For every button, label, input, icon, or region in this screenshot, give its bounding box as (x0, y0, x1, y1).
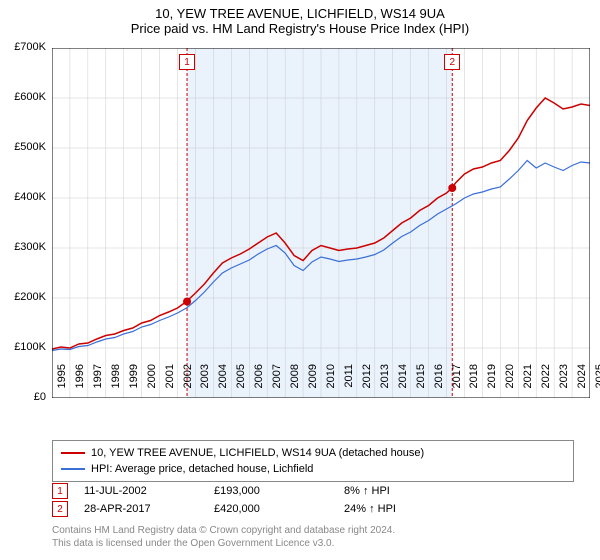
footer-line-2: This data is licensed under the Open Gov… (52, 537, 395, 550)
data-delta: 8% ↑ HPI (344, 485, 464, 497)
x-tick-label: 1996 (74, 364, 86, 404)
x-tick-label: 2024 (576, 364, 588, 404)
x-tick-label: 2000 (146, 364, 158, 404)
x-tick-label: 2001 (164, 364, 176, 404)
title-area: 10, YEW TREE AVENUE, LICHFIELD, WS14 9UA… (0, 0, 600, 36)
data-row: 1 11-JUL-2002£193,0008% ↑ HPI (52, 482, 574, 500)
y-tick-label: £600K (0, 91, 46, 103)
data-marker-2: 2 (52, 501, 68, 517)
x-tick-label: 2015 (415, 364, 427, 404)
data-date: 28-APR-2017 (84, 503, 214, 515)
y-tick-label: £500K (0, 141, 46, 153)
legend-row: HPI: Average price, detached house, Lich… (61, 461, 565, 477)
x-tick-label: 2020 (504, 364, 516, 404)
x-tick-label: 1995 (56, 364, 68, 404)
x-tick-label: 2006 (253, 364, 265, 404)
title-line-1: 10, YEW TREE AVENUE, LICHFIELD, WS14 9UA (0, 6, 600, 21)
x-tick-label: 1997 (92, 364, 104, 404)
x-tick-label: 2019 (486, 364, 498, 404)
data-price: £420,000 (214, 503, 344, 515)
x-tick-label: 2022 (540, 364, 552, 404)
y-tick-label: £700K (0, 41, 46, 53)
legend-swatch (61, 452, 85, 454)
legend: 10, YEW TREE AVENUE, LICHFIELD, WS14 9UA… (52, 440, 574, 482)
chart-area: £0£100K£200K£300K£400K£500K£600K£700K 19… (52, 48, 590, 398)
data-delta: 24% ↑ HPI (344, 503, 464, 515)
x-tick-label: 2017 (451, 364, 463, 404)
x-tick-label: 2025 (594, 364, 600, 404)
x-tick-label: 2002 (182, 364, 194, 404)
legend-label: HPI: Average price, detached house, Lich… (91, 463, 313, 475)
x-tick-label: 2018 (468, 364, 480, 404)
title-line-2: Price paid vs. HM Land Registry's House … (0, 21, 600, 36)
x-tick-label: 2007 (271, 364, 283, 404)
x-tick-label: 2023 (558, 364, 570, 404)
x-tick-label: 1999 (128, 364, 140, 404)
chart-marker-2: 2 (444, 54, 460, 70)
y-tick-label: £200K (0, 291, 46, 303)
chart-marker-1: 1 (179, 54, 195, 70)
data-row: 2 28-APR-2017£420,00024% ↑ HPI (52, 500, 574, 518)
x-tick-label: 2012 (361, 364, 373, 404)
legend-label: 10, YEW TREE AVENUE, LICHFIELD, WS14 9UA… (91, 447, 424, 459)
y-tick-label: £300K (0, 241, 46, 253)
x-tick-label: 1998 (110, 364, 122, 404)
legend-swatch (61, 468, 85, 470)
x-tick-label: 2004 (217, 364, 229, 404)
x-tick-label: 2016 (433, 364, 445, 404)
data-table: 1 11-JUL-2002£193,0008% ↑ HPI 2 28-APR-2017… (52, 482, 574, 518)
x-tick-label: 2008 (289, 364, 301, 404)
data-price: £193,000 (214, 485, 344, 497)
x-tick-label: 2014 (397, 364, 409, 404)
x-tick-label: 2009 (307, 364, 319, 404)
footer-line-1: Contains HM Land Registry data © Crown c… (52, 524, 395, 537)
x-tick-label: 2013 (379, 364, 391, 404)
x-tick-label: 2005 (235, 364, 247, 404)
y-tick-label: £400K (0, 191, 46, 203)
legend-row: 10, YEW TREE AVENUE, LICHFIELD, WS14 9UA… (61, 445, 565, 461)
x-tick-label: 2021 (522, 364, 534, 404)
plot-svg (52, 48, 590, 398)
x-tick-label: 2003 (199, 364, 211, 404)
footer: Contains HM Land Registry data © Crown c… (52, 524, 395, 550)
chart-container: 10, YEW TREE AVENUE, LICHFIELD, WS14 9UA… (0, 0, 600, 560)
data-date: 11-JUL-2002 (84, 485, 214, 497)
y-tick-label: £100K (0, 341, 46, 353)
y-tick-label: £0 (0, 391, 46, 403)
x-tick-label: 2010 (325, 364, 337, 404)
data-marker-1: 1 (52, 483, 68, 499)
x-tick-label: 2011 (343, 364, 355, 404)
